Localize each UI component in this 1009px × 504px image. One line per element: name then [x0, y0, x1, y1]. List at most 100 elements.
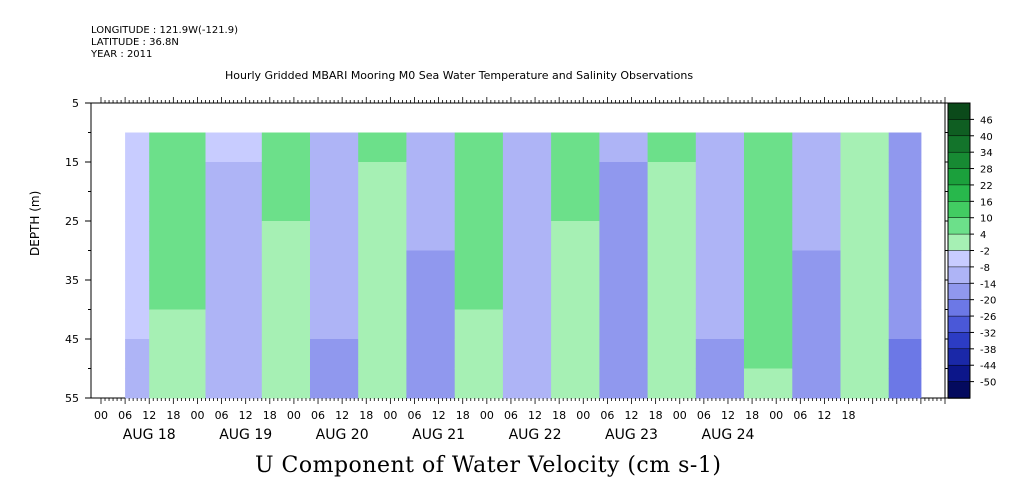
- heatmap-cell: [261, 191, 311, 222]
- heatmap-cell: [647, 339, 697, 369]
- colorbar-label: 28: [980, 165, 993, 176]
- y-tick-label: 5: [72, 97, 79, 110]
- heatmap-cell: [125, 368, 150, 399]
- y-tick-label: 55: [65, 392, 79, 405]
- heatmap-cell: [551, 280, 600, 310]
- x-tick-label: 12: [528, 409, 542, 422]
- heatmap-cell: [551, 339, 600, 369]
- heatmap-cell: [502, 368, 552, 399]
- heatmap-cell: [744, 339, 793, 369]
- heatmap-cell: [744, 309, 793, 340]
- heatmap-cell: [792, 221, 841, 251]
- x-tick-label: 00: [383, 409, 397, 422]
- heatmap-cell: [599, 309, 649, 340]
- heatmap-cell: [358, 191, 407, 222]
- heatmap-cell: [406, 368, 456, 399]
- heatmap-cell: [695, 309, 745, 340]
- heatmap-cell: [261, 132, 311, 163]
- heatmap-cell: [840, 191, 890, 222]
- heatmap-cell: [695, 280, 745, 310]
- x-tick-label: 00: [769, 409, 783, 422]
- x-tick-label: 12: [721, 409, 735, 422]
- x-tick-label: 12: [335, 409, 349, 422]
- heatmap-cell: [647, 162, 697, 192]
- heatmap-cell: [792, 132, 841, 163]
- heatmap-cell: [310, 339, 359, 369]
- heatmap-cell: [125, 250, 150, 281]
- heatmap-cell: [310, 221, 359, 251]
- heatmap-cell: [551, 191, 600, 222]
- heatmap-cell: [695, 191, 745, 222]
- heatmap-cell: [695, 162, 745, 192]
- heatmap-cell: [551, 221, 600, 251]
- heatmap-cell: [310, 309, 359, 340]
- heatmap-cell: [149, 250, 206, 281]
- heatmap-cell: [125, 221, 150, 251]
- heatmap-cell: [205, 221, 263, 251]
- heatmap-cell: [744, 221, 793, 251]
- latitude-label: LATITUDE : 36.8N: [91, 37, 179, 48]
- heatmap-cell: [551, 162, 600, 192]
- heatmap-cell: [310, 280, 359, 310]
- heatmap-cell: [149, 191, 206, 222]
- colorbar-label: 4: [980, 230, 986, 241]
- x-tick-label: 06: [311, 409, 325, 422]
- heatmap-cell: [551, 132, 600, 163]
- colorbar-label: -50: [980, 378, 996, 389]
- heatmap-cell: [647, 250, 697, 281]
- heatmap-cell: [647, 280, 697, 310]
- colorbar-label: -2: [980, 247, 990, 258]
- heatmap-cell: [647, 309, 697, 340]
- heatmap-cell: [358, 309, 407, 340]
- heatmap-cell: [502, 339, 552, 369]
- heatmap-cell: [149, 368, 206, 399]
- heatmap-cell: [792, 309, 841, 340]
- heatmap-cell: [149, 132, 206, 163]
- x-day-label: AUG 22: [509, 427, 562, 443]
- colorbar-label: 10: [980, 214, 993, 225]
- variable-title: U Component of Water Velocity (cm s-1): [255, 453, 722, 478]
- x-tick-label: 06: [793, 409, 807, 422]
- heatmap-cell: [261, 309, 311, 340]
- heatmap-cell: [792, 368, 841, 399]
- heatmap-cell: [840, 250, 890, 281]
- x-tick-label: 18: [359, 409, 373, 422]
- x-tick-label: 12: [625, 409, 639, 422]
- heatmap-cell: [888, 221, 922, 251]
- heatmap-cell: [406, 309, 456, 340]
- y-tick-label: 35: [65, 274, 79, 287]
- heatmap-cell: [125, 280, 150, 310]
- heatmap-cell: [406, 162, 456, 192]
- heatmap-cell: [261, 221, 311, 251]
- heatmap-cell: [792, 191, 841, 222]
- colorbar-label: -14: [980, 279, 996, 290]
- heatmap-cell: [695, 250, 745, 281]
- x-day-label: AUG 19: [219, 427, 272, 443]
- heatmap-cell: [502, 250, 552, 281]
- heatmap-cell: [744, 132, 793, 163]
- x-tick-label: 18: [263, 409, 277, 422]
- heatmap-cell: [647, 132, 697, 163]
- colorbar-label: -38: [980, 345, 996, 356]
- colorbar-swatch: [947, 250, 971, 268]
- heatmap-cell: [599, 221, 649, 251]
- y-tick-label: 45: [65, 333, 79, 346]
- heatmap-cell: [310, 191, 359, 222]
- colorbar-label: -32: [980, 328, 996, 339]
- heatmap-cell: [792, 250, 841, 281]
- x-day-label: AUG 23: [605, 427, 658, 443]
- heatmap-cell: [551, 250, 600, 281]
- heatmap-cell: [840, 221, 890, 251]
- x-tick-label: 18: [842, 409, 856, 422]
- x-tick-label: 06: [215, 409, 229, 422]
- heatmap-cell: [454, 250, 504, 281]
- heatmap-cell: [888, 368, 922, 399]
- heatmap-cell: [888, 280, 922, 310]
- heatmap-cell: [205, 132, 263, 163]
- colorbar-label: -20: [980, 296, 996, 307]
- heatmap-cell: [205, 309, 263, 340]
- heatmap-cell: [406, 250, 456, 281]
- x-tick-label: 00: [190, 409, 204, 422]
- heatmap-cell: [695, 132, 745, 163]
